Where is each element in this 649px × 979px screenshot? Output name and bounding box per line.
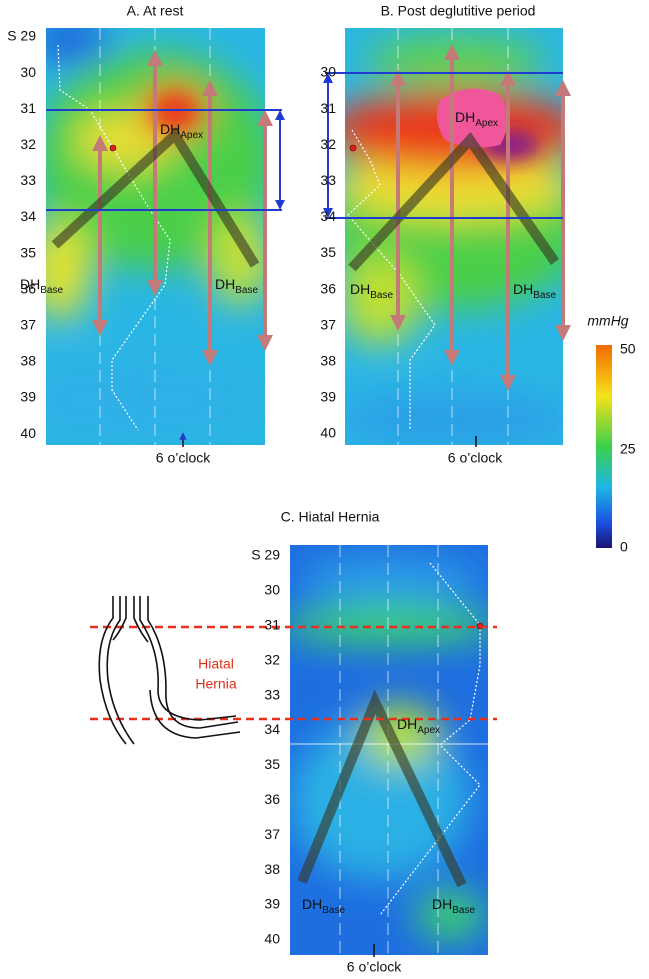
apex-label: DHApex bbox=[397, 716, 440, 736]
base-label: DHBase bbox=[350, 281, 393, 301]
y-label: 36 bbox=[320, 280, 336, 296]
base-label-main: DH bbox=[302, 896, 322, 912]
base-label-main: DH bbox=[513, 281, 533, 297]
hernia-label: Hiatal bbox=[198, 656, 234, 672]
y-label: 34 bbox=[20, 208, 36, 224]
apex-label-main: DH bbox=[397, 716, 417, 732]
hernia-label: Hernia bbox=[195, 676, 236, 692]
y-label: 37 bbox=[20, 317, 36, 333]
y-label: 40 bbox=[320, 425, 336, 441]
base-label: DHBase bbox=[215, 276, 258, 296]
apex-label: DHApex bbox=[455, 109, 498, 129]
base-label-sub: Base bbox=[452, 905, 475, 916]
y-label: 37 bbox=[320, 316, 336, 332]
y-label: S 29 bbox=[7, 28, 36, 44]
y-label: 35 bbox=[20, 244, 36, 260]
y-label: 34 bbox=[320, 208, 336, 224]
panel-title: C. Hiatal Hernia bbox=[281, 509, 380, 525]
base-label: DHBase bbox=[20, 276, 63, 296]
y-label: 38 bbox=[20, 353, 36, 369]
panel-title: A. At rest bbox=[127, 3, 184, 19]
colorbar-unit: mmHg bbox=[587, 313, 628, 329]
y-label: 40 bbox=[20, 425, 36, 441]
colorbar-tick: 0 bbox=[620, 539, 628, 555]
y-label: 31 bbox=[320, 100, 336, 116]
y-label: 39 bbox=[20, 389, 36, 405]
y-label: 36 bbox=[264, 791, 280, 807]
y-label: 35 bbox=[264, 756, 280, 772]
base-label-main: DH bbox=[215, 276, 235, 292]
apex-label-sub: Apex bbox=[180, 130, 203, 141]
y-label: 37 bbox=[264, 826, 280, 842]
panel-title: B. Post deglutitive period bbox=[381, 3, 536, 19]
y-label: 32 bbox=[264, 651, 280, 667]
apex-label-sub: Apex bbox=[475, 118, 498, 129]
colorbar-tick: 25 bbox=[620, 441, 636, 457]
base-label: DHBase bbox=[302, 896, 345, 916]
x-label: 6 o’clock bbox=[156, 450, 211, 466]
apex-label-main: DH bbox=[160, 121, 180, 137]
y-label: 33 bbox=[264, 686, 280, 702]
y-label: 33 bbox=[20, 172, 36, 188]
base-label-sub: Base bbox=[370, 290, 393, 301]
y-label: 30 bbox=[264, 582, 280, 598]
y-label: 30 bbox=[320, 64, 336, 80]
heatmap-b bbox=[345, 28, 563, 445]
base-label-main: DH bbox=[350, 281, 370, 297]
y-label: 31 bbox=[20, 100, 36, 116]
x-label: 6 o’clock bbox=[448, 450, 503, 466]
y-label: 32 bbox=[20, 136, 36, 152]
y-label: 39 bbox=[320, 389, 336, 405]
y-label: 30 bbox=[20, 64, 36, 80]
apex-label: DHApex bbox=[160, 121, 203, 141]
y-label: 40 bbox=[264, 931, 280, 947]
colorbar bbox=[596, 345, 612, 548]
heatmap-c bbox=[290, 545, 488, 955]
y-label: 32 bbox=[320, 136, 336, 152]
y-label: 36 bbox=[20, 280, 36, 296]
base-label-main: DH bbox=[432, 896, 452, 912]
overlay bbox=[46, 44, 612, 957]
base-label-sub: Base bbox=[235, 285, 258, 296]
base-label-sub: Base bbox=[40, 285, 63, 296]
base-label: DHBase bbox=[513, 281, 556, 301]
apex-label-sub: Apex bbox=[417, 725, 440, 736]
colorbar-tick: 50 bbox=[620, 341, 636, 357]
base-label-main: DH bbox=[20, 276, 40, 292]
y-label: 34 bbox=[264, 721, 280, 737]
y-label: 33 bbox=[320, 172, 336, 188]
y-label: 38 bbox=[320, 353, 336, 369]
base-label-sub: Base bbox=[533, 290, 556, 301]
y-label: 31 bbox=[264, 617, 280, 633]
y-label: S 29 bbox=[251, 547, 280, 563]
x-label: 6 o’clock bbox=[347, 959, 402, 975]
base-label-sub: Base bbox=[322, 905, 345, 916]
labels: A. At rest B. Post deglutitive period C.… bbox=[7, 3, 636, 975]
base-label: DHBase bbox=[432, 896, 475, 916]
y-label: 39 bbox=[264, 896, 280, 912]
y-label: 35 bbox=[320, 244, 336, 260]
apex-label-main: DH bbox=[455, 109, 475, 125]
y-label: 38 bbox=[264, 861, 280, 877]
